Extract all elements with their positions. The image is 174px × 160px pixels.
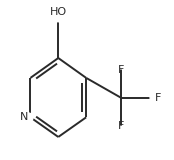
Text: HO: HO — [50, 8, 67, 17]
Text: N: N — [20, 112, 28, 122]
Ellipse shape — [150, 93, 160, 102]
Text: F: F — [118, 121, 124, 131]
Ellipse shape — [116, 126, 126, 135]
Ellipse shape — [54, 13, 63, 22]
Ellipse shape — [23, 113, 33, 122]
Text: F: F — [118, 65, 124, 75]
Ellipse shape — [116, 60, 126, 69]
Text: F: F — [155, 93, 161, 103]
